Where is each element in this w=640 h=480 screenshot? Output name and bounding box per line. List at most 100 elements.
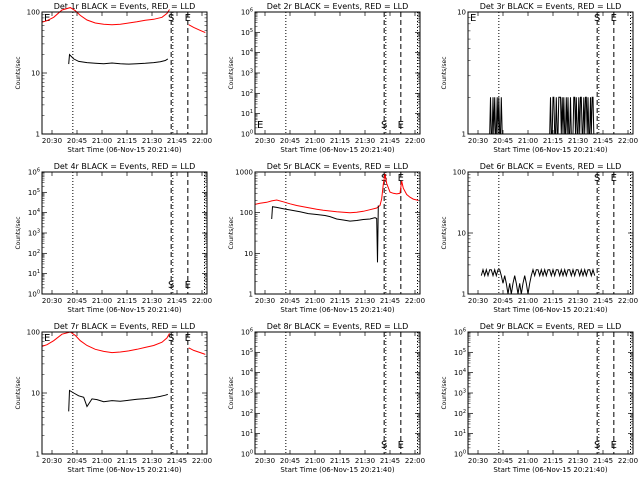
chart-title: Det 2r BLACK = Events, RED = LLD [267,2,409,11]
marker-label-e: E [398,440,404,451]
x-tick-label: 21:15 [543,297,563,305]
marker-label-s: S [594,440,600,451]
y-tick-label: 104 [241,368,253,377]
chart-title: Det 6r BLACK = Events, RED = LLD [480,162,622,171]
x-tick-label: 21:00 [305,457,325,465]
x-tick-label: 20:30 [255,457,275,465]
chart-panel-2: Det 2r BLACK = Events, RED = LLD Counts/s… [228,2,425,154]
y-tick-label: 10 [31,390,40,398]
marker-label-s: S [168,13,174,24]
x-tick-label: 20:45 [280,137,300,145]
y-axis-label: Counts/sec [441,216,448,249]
x-axis-label: Start Time (06-Nov-15 20:21:40) [493,306,607,314]
series-line-events-1 [489,97,503,135]
chart-panel-5: Det 5r BLACK = Events, RED = LLD Counts/s… [228,162,425,314]
x-tick-label: 22:00 [405,297,425,305]
x-tick-label: 21:00 [92,137,112,145]
x-tick-label: 21:15 [330,457,350,465]
y-tick-label: 101 [241,429,253,438]
x-axis-label: Start Time (06-Nov-15 20:21:40) [280,466,394,474]
y-tick-label: 105 [241,28,253,37]
y-tick-label: 10 [457,230,466,238]
marker-label-e: E [398,120,404,131]
y-tick-label: 104 [28,208,40,217]
x-tick-label: 21:30 [142,137,162,145]
x-tick-label: 22:00 [405,137,425,145]
x-axis-label: Start Time (06-Nov-15 20:21:40) [67,146,181,154]
y-tick-label: 104 [454,368,466,377]
x-tick-label: 22:00 [618,457,638,465]
y-tick-label: 1000 [235,169,253,177]
plot-frame [467,331,634,455]
series-line-events-2 [271,205,379,263]
marker-label-s: S [168,333,174,344]
y-tick-label: 101 [241,109,253,118]
marker-label-s: S [594,173,600,184]
chart-title: Det 7r BLACK = Events, RED = LLD [54,322,196,331]
y-tick-label: 1 [36,451,40,459]
y-tick-label: 10 [31,70,40,78]
x-axis-label: Start Time (06-Nov-15 20:21:40) [67,306,181,314]
x-tick-label: 20:45 [493,297,513,305]
marker-label-e: E [185,333,191,344]
chart-title: Det 8r BLACK = Events, RED = LLD [267,322,409,331]
y-tick-label: 100 [454,450,466,459]
marker-label-s: S [594,13,600,24]
series-line-lld-1 [41,331,170,354]
chart-title: Det 5r BLACK = Events, RED = LLD [267,162,409,171]
y-tick-label: 106 [454,328,466,337]
y-axis-label: Counts/sec [228,216,235,249]
y-axis-label: Counts/sec [15,216,22,249]
y-tick-label: 103 [454,389,466,398]
y-tick-label: 10 [244,250,253,258]
x-tick-label: 22:00 [405,457,425,465]
y-tick-label: 102 [28,249,40,258]
x-tick-label: 20:30 [468,137,488,145]
y-tick-label: 106 [28,168,40,177]
series-line-events-2 [68,53,169,65]
x-tick-label: 21:00 [305,137,325,145]
series-line-lld-1 [254,173,419,214]
x-tick-label: 20:30 [42,137,62,145]
x-tick-label: 21:00 [518,137,538,145]
x-tick-label: 21:45 [380,297,400,305]
x-axis-label: Start Time (06-Nov-15 20:21:40) [493,146,607,154]
y-tick-label: 1 [462,291,466,299]
chart-title: Det 4r BLACK = Events, RED = LLD [54,162,196,171]
chart-title: Det 1r BLACK = Events, RED = LLD [54,2,196,11]
plot-frame [254,11,421,135]
x-tick-label: 21:00 [518,297,538,305]
plot-frame [254,331,421,455]
x-tick-label: 20:45 [67,137,87,145]
x-tick-label: 21:30 [142,457,162,465]
x-axis-label: Start Time (06-Nov-15 20:21:40) [493,466,607,474]
y-axis-label: Counts/sec [441,56,448,89]
x-axis-label: Start Time (06-Nov-15 20:21:40) [280,146,394,154]
y-axis-label: Counts/sec [15,376,22,409]
x-tick-label: 21:45 [380,137,400,145]
x-tick-label: 20:30 [42,297,62,305]
x-tick-label: 21:30 [568,297,588,305]
x-tick-label: 20:45 [280,297,300,305]
chart-panel-1: Det 1r BLACK = Events, RED = LLD Counts/s… [15,2,212,154]
series-line-lld-3 [188,347,206,355]
y-tick-label: 105 [454,348,466,357]
y-tick-label: 100 [27,9,40,17]
marker-label-s: S [381,120,387,131]
chart-panel-3: Det 3r BLACK = Events, RED = LLD Counts/s… [441,2,638,154]
x-tick-label: 21:15 [543,137,563,145]
left-event-label: E [470,13,476,24]
x-tick-label: 21:00 [92,297,112,305]
y-tick-label: 101 [454,429,466,438]
plot-frame [41,331,208,455]
x-tick-label: 21:00 [92,457,112,465]
marker-label-s: S [168,280,174,291]
y-tick-label: 10 [457,9,466,17]
plot-frame [467,11,634,135]
x-tick-label: 20:30 [42,457,62,465]
series-line-events-2 [549,96,572,135]
y-tick-label: 105 [28,188,40,197]
x-tick-label: 21:30 [355,457,375,465]
series-line-events-3 [572,96,595,135]
x-tick-label: 22:00 [618,297,638,305]
